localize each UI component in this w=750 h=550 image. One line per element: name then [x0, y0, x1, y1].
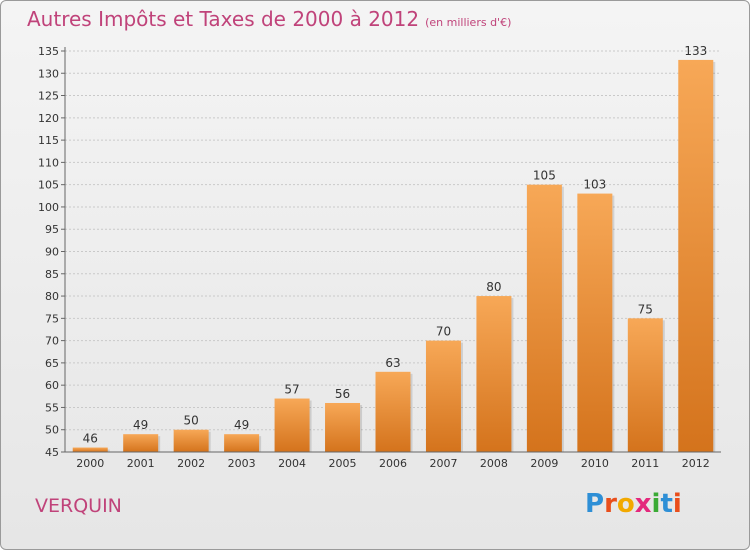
bar-2011: [627, 318, 663, 452]
bar-2009: [526, 184, 562, 452]
x-tick-label: 2008: [480, 457, 508, 470]
value-label: 70: [436, 325, 451, 339]
y-tick-label: 45: [45, 446, 59, 459]
value-label: 103: [583, 178, 606, 192]
proxiti-logo: Proxiti: [585, 489, 682, 519]
bar-2004: [274, 398, 310, 452]
y-tick-label: 105: [38, 179, 59, 192]
x-tick-label: 2004: [278, 457, 306, 470]
value-label: 49: [234, 418, 249, 432]
bar-2005: [325, 402, 361, 452]
y-tick-label: 130: [38, 67, 59, 80]
value-label: 49: [133, 418, 148, 432]
chart-unit: (en milliers d'€): [425, 16, 512, 29]
bar-2000: [72, 447, 108, 452]
bar-2008: [476, 296, 512, 452]
bar-2001: [123, 434, 159, 452]
x-tick-label: 2010: [581, 457, 609, 470]
bar-2003: [224, 434, 260, 452]
x-tick-label: 2002: [177, 457, 205, 470]
y-tick-label: 125: [38, 90, 59, 103]
value-label: 63: [385, 356, 400, 370]
value-label: 46: [83, 432, 98, 446]
y-tick-label: 75: [45, 312, 59, 325]
bar-2010: [577, 193, 613, 453]
y-tick-label: 110: [38, 156, 59, 169]
x-tick-label: 2009: [530, 457, 558, 470]
axes: 45 50 55 60 65 70 75 80 85 90 95 100 105 110 115 120 125…: [38, 45, 721, 470]
value-label: 57: [284, 383, 299, 397]
y-tick-label: 65: [45, 357, 59, 370]
x-tick-label: 2006: [379, 457, 407, 470]
logo-letter: x: [634, 489, 652, 519]
y-tick-label: 90: [45, 246, 59, 259]
y-tick-label: 50: [45, 424, 59, 437]
value-label: 75: [638, 302, 653, 316]
logo-letter: t: [660, 489, 673, 519]
y-tick-label: 70: [45, 335, 59, 348]
x-tick-label: 2011: [631, 457, 659, 470]
y-tick-label: 60: [45, 379, 59, 392]
logo-letter: r: [604, 489, 617, 519]
x-tick-label: 2003: [228, 457, 256, 470]
bar-2006: [375, 371, 411, 452]
x-tick-label: 2001: [127, 457, 155, 470]
y-tick-label: 100: [38, 201, 59, 214]
chart-title-text: Autres Impôts et Taxes de 2000 à 2012: [27, 7, 420, 31]
bars: 46 49 50 49 57 56 63 70 80 105 103 75 133: [72, 44, 716, 453]
value-label: 133: [684, 44, 707, 58]
logo-letter: P: [585, 489, 605, 519]
value-label: 56: [335, 387, 350, 401]
y-tick-label: 55: [45, 401, 59, 414]
x-tick-label: 2000: [76, 457, 104, 470]
logo-letter: o: [616, 489, 635, 519]
logo-letter: i: [672, 489, 682, 519]
x-tick-label: 2005: [329, 457, 357, 470]
x-tick-label: 2012: [682, 457, 710, 470]
bar-2012: [678, 59, 714, 453]
value-label: 80: [486, 280, 501, 294]
commune-name: VERQUIN: [35, 495, 122, 517]
x-tick-label: 2007: [429, 457, 457, 470]
logo-letter: i: [651, 489, 661, 519]
chart-title: Autres Impôts et Taxes de 2000 à 2012 (en…: [27, 7, 511, 31]
y-tick-label: 80: [45, 290, 59, 303]
value-label: 50: [184, 414, 199, 428]
y-tick-label: 120: [38, 112, 59, 125]
value-label: 105: [533, 169, 556, 183]
y-tick-label: 85: [45, 268, 59, 281]
y-tick-label: 135: [38, 45, 59, 58]
y-tick-label: 95: [45, 223, 59, 236]
y-tick-label: 115: [38, 134, 59, 147]
bar-2007: [425, 340, 461, 452]
bar-2002: [173, 429, 209, 452]
